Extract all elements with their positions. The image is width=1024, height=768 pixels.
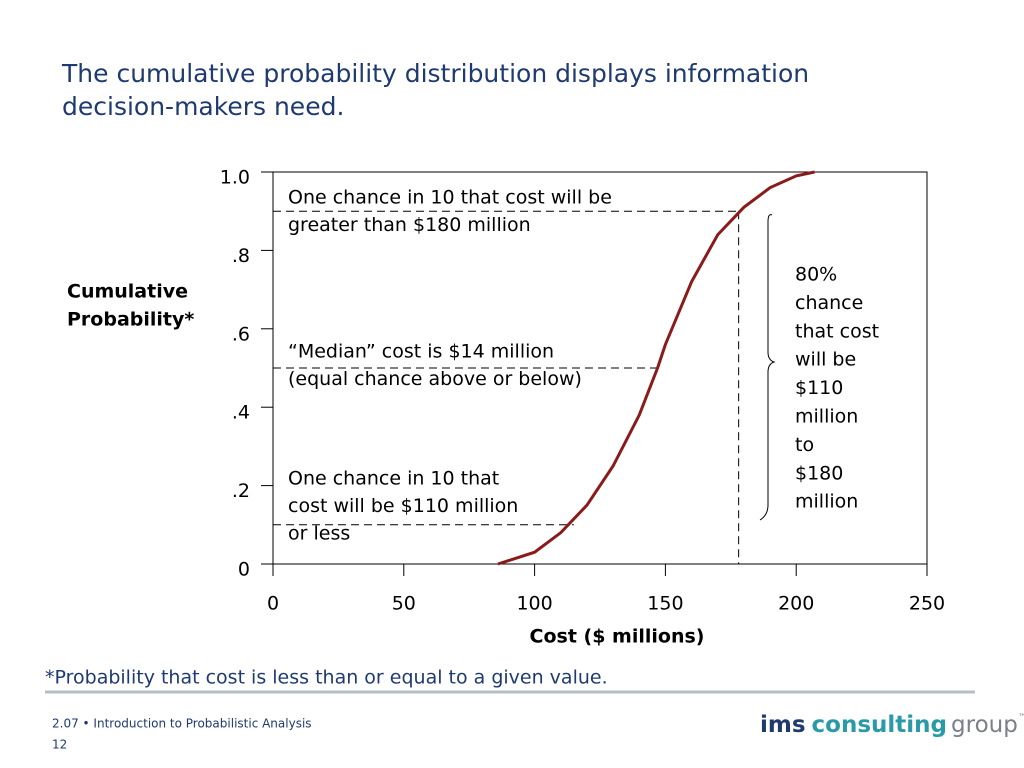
annotation: will be [795,349,856,371]
annotation: One chance in 10 that [288,468,499,490]
x-tick-label: 150 [647,593,683,615]
annotation: $180 [795,462,843,484]
x-axis-label: Cost ($ millions) [530,626,705,648]
title: The cumulative probability distribution … [61,59,809,88]
annotation: or less [288,523,350,545]
logo-mark: ™ [1018,713,1024,723]
annotation: One chance in 10 that cost will be [288,187,612,209]
logo-part: group [951,712,1018,738]
x-tick-label: 0 [267,593,279,615]
logo-part: consulting [812,712,947,738]
annotation: to [795,434,814,456]
annotation: cost will be $110 million [288,495,518,517]
y-axis-label: Cumulative [67,281,188,303]
course: 2.07 • Introduction to Probabilistic Ana… [52,717,312,731]
x-tick-label: 50 [392,593,416,615]
curve [497,170,815,566]
annotation: million [795,491,858,513]
y-tick-label: .2 [232,480,250,502]
y-tick-label: 0 [238,559,250,581]
title: decision-makers need. [62,92,344,121]
annotation: chance [795,292,863,314]
footnote: *Probability that cost is less than or e… [45,667,608,689]
annotation: “Median” cost is $14 million [288,341,554,363]
y-tick-label: .4 [232,402,250,424]
y-axis-label: Probability* [67,309,194,331]
y-tick-label: .6 [232,323,250,345]
x-tick-label: 200 [778,593,814,615]
y-tick-label: 1.0 [220,167,250,189]
brace [759,214,776,521]
annotation: 80% [795,264,837,286]
y-tick-label: .8 [232,245,250,267]
annotation: million [795,406,858,428]
annotation: greater than $180 million [288,214,531,236]
page-number: 12 [52,738,67,752]
logo-part: ims [760,712,806,738]
annotation: that cost [795,320,879,342]
annotation: (equal chance above or below) [288,368,582,390]
x-tick-label: 100 [516,593,552,615]
logo: ims consulting group™ [760,712,1024,738]
x-tick-label: 250 [909,593,945,615]
annotation: $110 [795,377,843,399]
